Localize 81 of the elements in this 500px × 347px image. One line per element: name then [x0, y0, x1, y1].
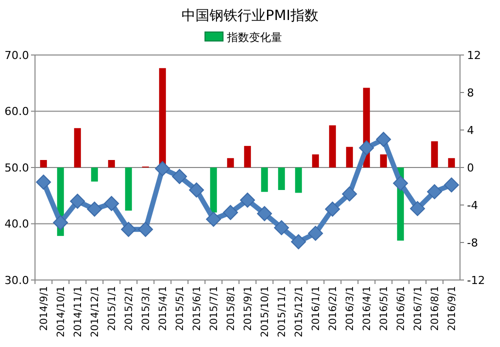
- point: [325, 202, 340, 217]
- point: [376, 132, 391, 147]
- x-tick-label: 2016/7/1: [413, 286, 424, 331]
- x-tick-label: 2015/1/1: [107, 286, 118, 331]
- point: [308, 226, 323, 241]
- point: [189, 182, 204, 198]
- bar: [74, 128, 81, 168]
- x-tick-label: 2016/2/1: [328, 286, 339, 331]
- bar: [210, 168, 217, 212]
- x-tick-label: 2015/5/1: [175, 286, 186, 331]
- bar: [346, 146, 353, 168]
- y-tick-label: 70.0: [4, 48, 29, 62]
- x-tick-label: 2015/6/1: [192, 286, 203, 331]
- y2-tick-label: -12: [467, 274, 485, 287]
- x-tick-label: 2015/8/1: [226, 286, 237, 331]
- x-tick-label: 2016/5/1: [379, 286, 390, 331]
- bar: [125, 168, 132, 211]
- x-tick-label: 2016/1/1: [311, 286, 322, 331]
- y-tick-label: 30.0: [4, 274, 29, 287]
- y2-tick-label: 12: [467, 48, 481, 62]
- x-tick-label: 2014/9/1: [39, 286, 50, 331]
- bar: [91, 168, 98, 182]
- point: [138, 222, 153, 237]
- point: [257, 206, 272, 222]
- x-tick-label: 2014/10/1: [56, 286, 67, 338]
- point: [274, 220, 289, 236]
- point: [427, 184, 442, 200]
- bar: [380, 154, 387, 168]
- bar: [40, 160, 47, 168]
- y-tick-label: 60.0: [4, 105, 29, 118]
- x-tick-label: 2015/2/1: [124, 286, 135, 331]
- x-tick-label: 2015/11/1: [277, 286, 288, 338]
- point: [359, 140, 374, 156]
- point: [291, 234, 306, 250]
- bar: [295, 168, 302, 193]
- point: [206, 212, 221, 227]
- bar: [448, 158, 455, 168]
- point: [393, 176, 408, 191]
- point: [155, 161, 170, 176]
- point: [240, 192, 255, 208]
- x-tick-label: 2015/4/1: [158, 286, 169, 331]
- x-tick-label: 2016/6/1: [396, 286, 407, 331]
- x-tick-label: 2016/3/1: [345, 286, 356, 331]
- y2-tick-label: 0: [467, 161, 474, 174]
- bar: [278, 168, 285, 190]
- x-tick-label: 2015/7/1: [209, 286, 220, 331]
- x-tick-label: 2016/9/1: [447, 286, 458, 331]
- bar: [244, 146, 251, 168]
- y-tick-label: 40.0: [4, 218, 29, 231]
- point: [70, 194, 85, 209]
- y2-tick-label: 8: [467, 86, 474, 100]
- point: [121, 222, 136, 237]
- point: [342, 186, 357, 202]
- y2-tick-label: -4: [467, 198, 478, 212]
- x-tick-label: 2015/3/1: [141, 286, 152, 331]
- x-tick-label: 2015/12/1: [294, 286, 305, 338]
- x-tick-label: 2016/4/1: [362, 286, 373, 331]
- x-tick-label: 2014/12/1: [90, 286, 101, 338]
- bar: [261, 168, 268, 192]
- y2-tick-label: -8: [467, 236, 478, 250]
- x-tick-label: 2015/10/1: [260, 286, 271, 338]
- chart-title: 中国钢铁行业PMI指数: [182, 8, 318, 24]
- y-tick-label: 50.0: [4, 161, 29, 174]
- bar: [329, 125, 336, 168]
- y2-tick-label: 4: [467, 124, 474, 137]
- point: [104, 196, 119, 211]
- x-tick-label: 2014/11/1: [73, 286, 84, 338]
- legend-label: 指数变化量: [226, 31, 282, 44]
- bar: [431, 141, 438, 168]
- point: [223, 205, 238, 220]
- bar: [227, 158, 234, 168]
- bar: [108, 160, 115, 168]
- point: [444, 177, 459, 192]
- point: [36, 174, 51, 190]
- point: [172, 169, 187, 184]
- point: [87, 202, 102, 217]
- point: [410, 201, 425, 216]
- bar: [312, 154, 319, 168]
- x-tick-label: 2015/9/1: [243, 286, 254, 331]
- point: [53, 215, 68, 230]
- x-tick-label: 2016/8/1: [430, 286, 441, 331]
